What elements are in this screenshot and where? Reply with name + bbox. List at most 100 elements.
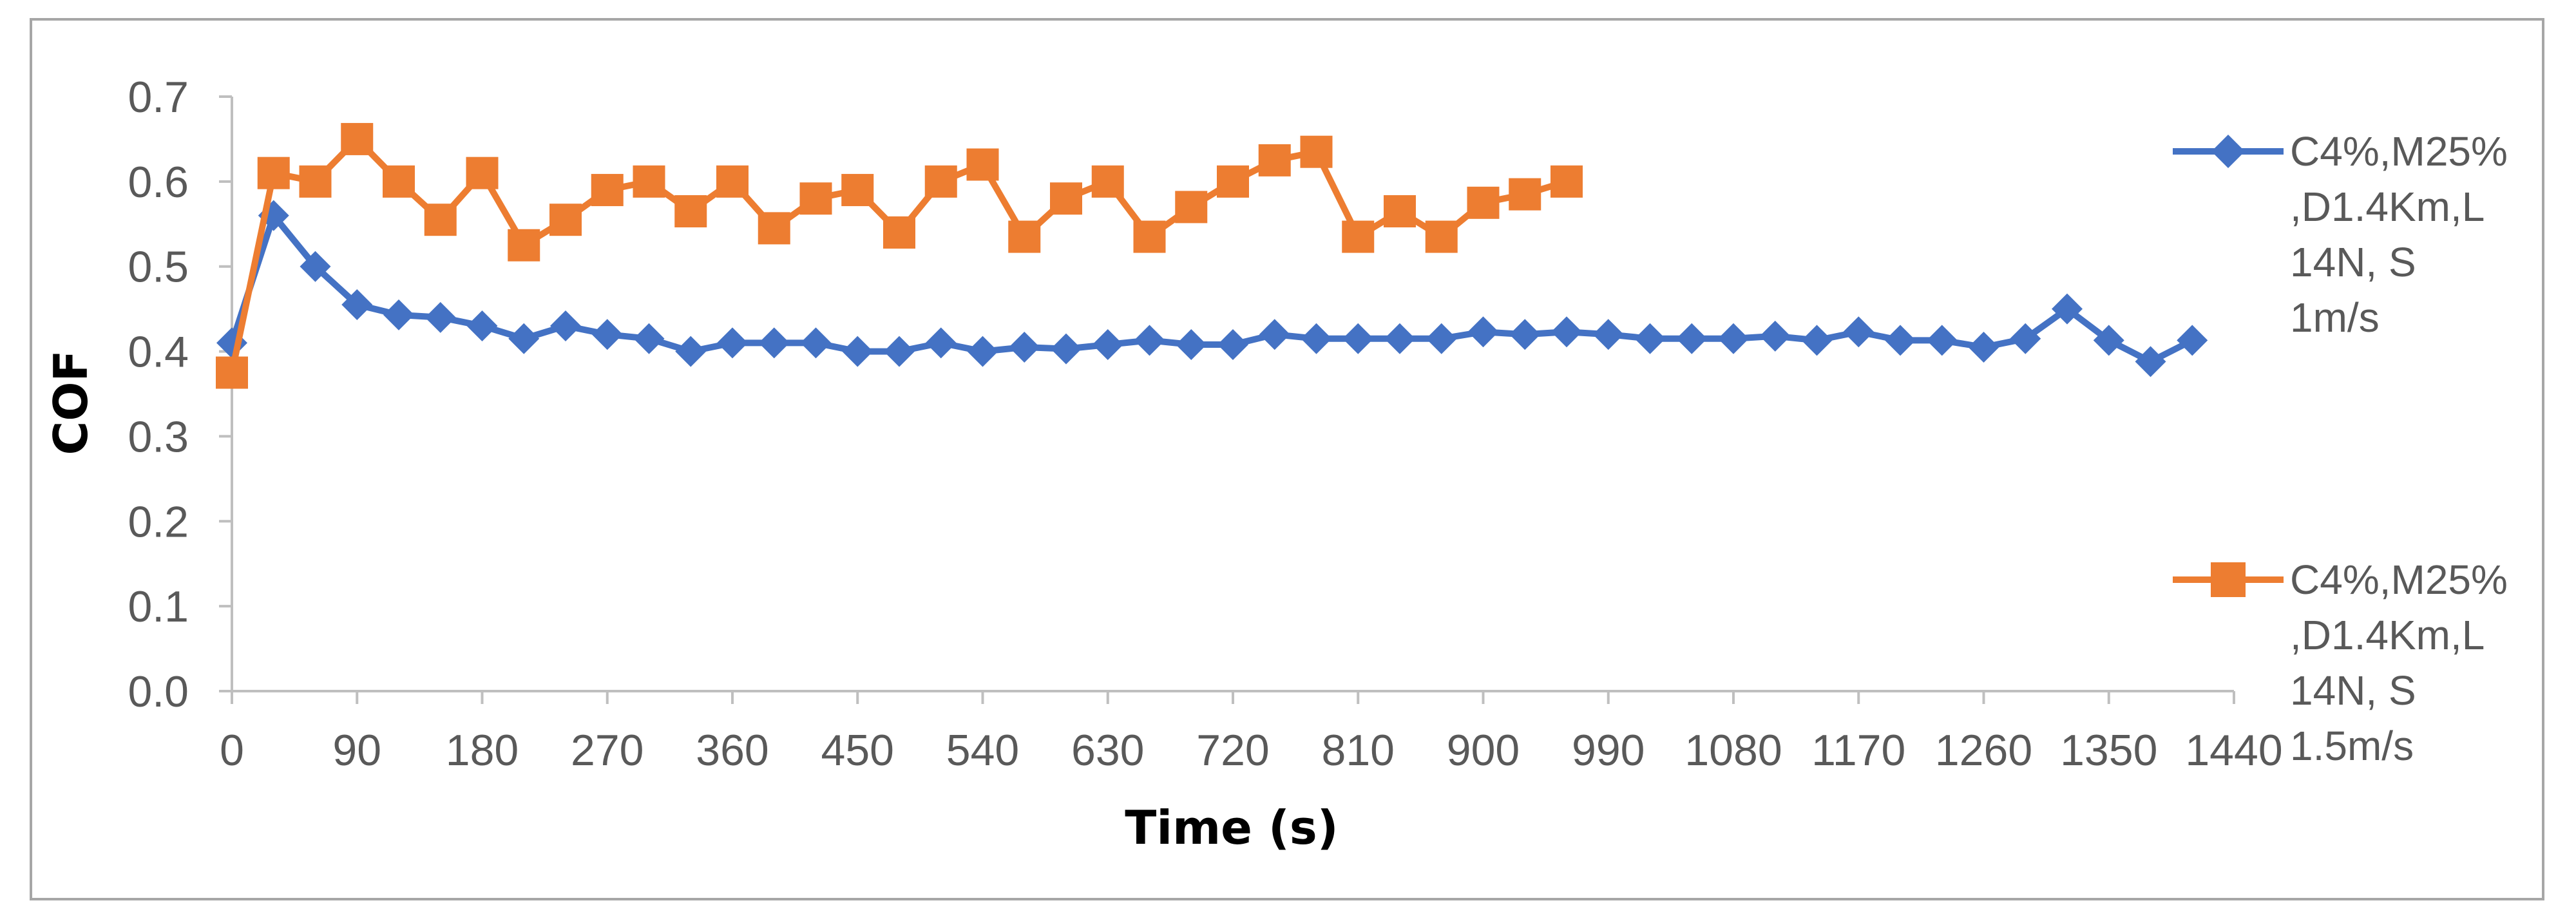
legend-entry-1: C4%,M25% ,D1.4Km,L 14N, S 1m/s bbox=[2173, 128, 2508, 341]
data-point bbox=[1592, 319, 1624, 350]
x-tick-label: 270 bbox=[571, 726, 644, 775]
data-point bbox=[1425, 220, 1458, 253]
y-tick-label: 0.5 bbox=[128, 243, 189, 292]
data-point bbox=[924, 165, 957, 198]
x-tick-label: 720 bbox=[1196, 726, 1269, 775]
data-point bbox=[341, 289, 373, 321]
y-tick-label: 0.1 bbox=[128, 582, 189, 631]
x-tick-label: 360 bbox=[696, 726, 768, 775]
data-point bbox=[884, 336, 915, 367]
legend-marker bbox=[2211, 135, 2245, 168]
legend-label-line: ,D1.4Km,L bbox=[2290, 184, 2485, 230]
x-tick-label: 0 bbox=[220, 726, 244, 775]
data-point bbox=[1342, 220, 1375, 253]
data-point bbox=[1301, 323, 1332, 354]
data-point bbox=[800, 327, 832, 359]
series-1 bbox=[216, 200, 2208, 377]
data-point bbox=[1676, 323, 1708, 354]
series-layer bbox=[216, 122, 2208, 389]
data-point bbox=[675, 336, 707, 367]
data-point bbox=[424, 204, 457, 236]
data-point bbox=[549, 204, 582, 236]
data-point bbox=[1509, 178, 1541, 211]
y-tick-label: 0.6 bbox=[128, 158, 189, 207]
legend-label-line: 1m/s bbox=[2290, 294, 2380, 341]
data-point bbox=[257, 157, 290, 189]
data-point bbox=[1217, 329, 1248, 361]
data-point bbox=[425, 301, 456, 333]
data-point bbox=[341, 122, 374, 155]
data-point bbox=[299, 165, 332, 198]
data-point bbox=[550, 310, 581, 342]
data-point bbox=[2135, 346, 2166, 377]
data-point bbox=[1259, 319, 1290, 350]
data-point bbox=[1467, 186, 1500, 219]
data-point bbox=[1968, 331, 1999, 363]
data-point bbox=[591, 174, 624, 207]
data-point bbox=[1509, 319, 1541, 350]
data-point bbox=[1342, 323, 1374, 354]
y-tick-label: 0.7 bbox=[128, 73, 189, 122]
legend-label-line: ,D1.4Km,L bbox=[2290, 612, 2485, 658]
data-point bbox=[1258, 144, 1291, 176]
x-tick-label: 450 bbox=[821, 726, 894, 775]
data-point bbox=[1217, 165, 1249, 198]
data-point bbox=[466, 157, 499, 189]
x-tick-label: 990 bbox=[1572, 726, 1645, 775]
data-point bbox=[216, 356, 248, 389]
data-point bbox=[2093, 325, 2124, 356]
data-point bbox=[1926, 325, 1958, 356]
data-point bbox=[508, 323, 540, 354]
x-tick-label: 630 bbox=[1071, 726, 1144, 775]
legend-label-line: 1.5m/s bbox=[2290, 723, 2414, 769]
legend-label: C4%,M25% ,D1.4Km,L 14N, S 1.5m/s bbox=[2290, 557, 2508, 769]
axes bbox=[219, 95, 2235, 704]
legend-marker bbox=[2211, 562, 2246, 597]
data-point bbox=[1134, 325, 1165, 356]
data-point bbox=[2052, 293, 2083, 325]
x-tick-label: 1440 bbox=[2185, 726, 2282, 775]
x-axis-title: Time (s) bbox=[1125, 801, 1338, 855]
data-point bbox=[2177, 325, 2208, 356]
x-tick-label: 180 bbox=[446, 726, 519, 775]
data-point bbox=[1384, 195, 1416, 228]
data-point bbox=[1550, 165, 1583, 198]
data-point bbox=[383, 299, 414, 330]
data-point bbox=[716, 165, 749, 198]
data-point bbox=[674, 195, 707, 228]
data-point bbox=[1384, 323, 1415, 354]
y-axis-title: COF bbox=[44, 350, 98, 455]
data-point bbox=[1050, 182, 1082, 215]
data-point bbox=[883, 216, 915, 249]
data-point bbox=[1467, 316, 1499, 348]
legend-label-line: C4%,M25% bbox=[2290, 557, 2508, 603]
data-point bbox=[799, 182, 832, 215]
data-point bbox=[1176, 329, 1207, 361]
data-point bbox=[2010, 323, 2041, 354]
data-point bbox=[1718, 323, 1749, 354]
data-point bbox=[717, 327, 748, 359]
x-tick-label: 1260 bbox=[1935, 726, 2032, 775]
legend-label-line: 14N, S bbox=[2290, 239, 2416, 285]
x-tick-label: 900 bbox=[1447, 726, 1520, 775]
y-tick-label: 0.4 bbox=[128, 328, 189, 377]
data-point bbox=[966, 148, 999, 181]
data-point bbox=[1551, 316, 1582, 348]
data-point bbox=[1300, 135, 1333, 168]
data-point bbox=[1051, 333, 1082, 365]
data-point bbox=[925, 327, 957, 359]
legend: C4%,M25% ,D1.4Km,L 14N, S 1m/s C4%,M25% ,D1.4… bbox=[2173, 128, 2508, 769]
data-point bbox=[967, 336, 998, 367]
data-point bbox=[1009, 331, 1040, 363]
data-point bbox=[508, 229, 540, 262]
data-point bbox=[466, 310, 498, 342]
data-point bbox=[1885, 325, 1916, 356]
data-point bbox=[841, 174, 874, 207]
x-tick-label: 1350 bbox=[2060, 726, 2157, 775]
legend-entry-2: C4%,M25% ,D1.4Km,L 14N, S 1.5m/s bbox=[2173, 557, 2508, 769]
data-point bbox=[1091, 165, 1124, 198]
data-point bbox=[633, 323, 665, 354]
x-tick-label: 540 bbox=[946, 726, 1019, 775]
data-point bbox=[1801, 325, 1833, 356]
